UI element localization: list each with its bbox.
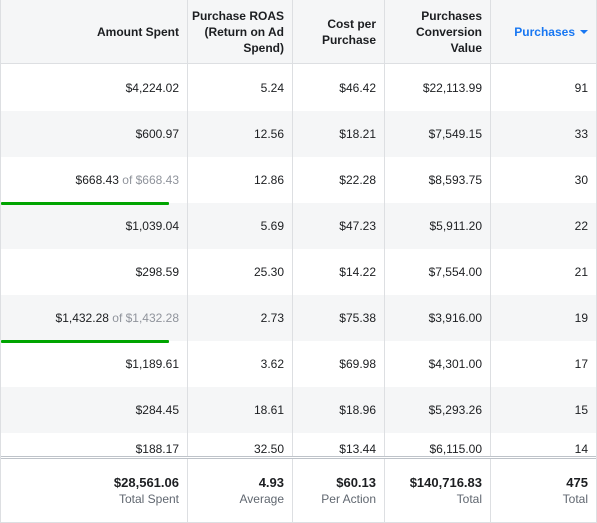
conversion-value-cell: $3,916.00 [385,295,491,341]
table-row[interactable]: $4,224.02 5.24 $46.42 $22,113.99 91 [1,64,596,111]
column-header-label: Purchases Conversion Value [415,8,482,55]
total-label: Total [562,492,588,506]
amount-spent-cell: $668.43 of $668.43 [1,157,188,205]
column-header-cost-per-purchase[interactable]: Cost per Purchase [293,0,385,63]
total-value: $60.13 [336,475,376,490]
table-header: Amount Spent Purchase ROAS (Return on Ad… [1,0,596,64]
conversion-value-cell: $7,554.00 [385,249,491,295]
spend-cap-progress: $668.43 of $668.43 [1,173,179,205]
column-header-label: Purchase ROAS (Return on Ad Spend) [191,8,284,55]
amount-spent-cell: $298.59 [1,249,188,295]
amount-spent-cell: $1,432.28 of $1,432.28 [1,295,188,343]
spend-progress-bar [1,340,169,343]
roas-cell: 5.69 [188,203,293,249]
amount-spent-cell: $188.17 [1,433,188,456]
conversion-value-cell: $7,549.15 [385,111,491,157]
cost-per-purchase-cell: $13.44 [293,433,385,456]
roas-cell: 5.24 [188,64,293,111]
column-header-amount-spent[interactable]: Amount Spent [1,0,188,63]
purchases-cell: 91 [574,80,588,95]
total-label: Per Action [321,492,376,506]
column-header-purchases[interactable]: Purchases [491,0,596,63]
conversion-value-cell: $5,293.26 [385,387,491,433]
table-row[interactable]: $1,039.04 5.69 $47.23 $5,911.20 22 [1,203,596,249]
table-body: $4,224.02 5.24 $46.42 $22,113.99 91 $600… [1,64,596,456]
conversion-value-cell: $5,911.20 [385,203,491,249]
cost-per-purchase-cell: $46.42 [293,64,385,111]
conversion-value-cell: $22,113.99 [385,64,491,111]
spend-limit-text: of $1,432.28 [112,311,179,325]
total-value: 475 [566,475,588,490]
purchases-cell: 33 [574,127,588,141]
total-amount-spent: $28,561.06 Total Spent [1,459,188,522]
column-header-label: Cost per Purchase [321,16,376,47]
total-label: Average [239,492,284,506]
roas-cell: 32.50 [188,433,293,456]
purchases-cell: 21 [574,265,588,279]
amount-spent-cell: $4,224.02 [1,64,188,111]
conversion-value-cell: $6,115.00 [385,433,491,456]
total-label: Total [456,492,482,506]
roas-cell: 25.30 [188,249,293,295]
cost-per-purchase-cell: $18.96 [293,387,385,433]
column-header-label: Amount Spent [97,24,179,39]
total-value: $140,716.83 [409,475,482,490]
table-row[interactable]: $668.43 of $668.43 12.86 $22.28 $8,593.7… [1,157,596,205]
cost-per-purchase-cell: $22.28 [293,157,385,203]
cost-per-purchase-cell: $18.21 [293,111,385,157]
spend-progress-bar [1,202,169,205]
purchases-cell: 14 [574,442,588,456]
amount-spent-cell: $1,189.61 [1,341,188,387]
conversion-value-cell: $4,301.00 [385,341,491,387]
amount-spent-cell: $1,039.04 [1,203,188,249]
amount-spent-cell: $600.97 [1,111,188,157]
purchases-cell: 19 [574,311,588,325]
totals-row: $28,561.06 Total Spent 4.93 Average $60.… [1,456,596,522]
amount-spent-value: $668.43 [75,173,119,187]
sort-descending-icon [580,29,588,34]
purchases-cell: 30 [574,173,588,187]
conversion-value-cell: $8,593.75 [385,157,491,203]
roas-cell: 12.86 [188,157,293,203]
column-header-label: Purchases [514,24,575,39]
spend-cap-progress: $1,432.28 of $1,432.28 [1,311,179,343]
roas-cell: 2.73 [188,295,293,341]
table-row[interactable]: $1,432.28 of $1,432.28 2.73 $75.38 $3,91… [1,295,596,343]
table-row[interactable]: $188.17 32.50 $13.44 $6,115.00 14 [1,433,596,456]
amount-spent-value: $1,432.28 [55,311,109,325]
total-value: $28,561.06 [113,475,179,490]
column-header-purchases-conversion-value[interactable]: Purchases Conversion Value [385,0,491,63]
table-row[interactable]: $1,189.61 3.62 $69.98 $4,301.00 17 [1,341,596,387]
column-header-purchase-roas[interactable]: Purchase ROAS (Return on Ad Spend) [188,0,293,63]
table-row[interactable]: $284.45 18.61 $18.96 $5,293.26 15 [1,387,596,433]
total-conversion-value: $140,716.83 Total [385,459,491,522]
cost-per-purchase-cell: $47.23 [293,203,385,249]
roas-cell: 12.56 [188,111,293,157]
total-label: Total Spent [118,492,179,506]
amount-spent-cell: $284.45 [1,387,188,433]
purchases-cell: 22 [574,219,588,233]
table-row[interactable]: $298.59 25.30 $14.22 $7,554.00 21 [1,249,596,295]
cost-per-purchase-cell: $14.22 [293,249,385,295]
roas-cell: 18.61 [188,387,293,433]
purchases-cell: 15 [574,403,588,417]
total-value: 4.93 [258,475,284,490]
purchases-cell: 17 [574,357,588,371]
cost-per-purchase-cell: $69.98 [293,341,385,387]
cost-per-purchase-cell: $75.38 [293,295,385,341]
total-purchases: 475 Total [491,459,596,522]
spend-limit-text: of $668.43 [122,173,179,187]
total-roas: 4.93 Average [188,459,293,522]
total-cost-per-purchase: $60.13 Per Action [293,459,385,522]
table-row[interactable]: $600.97 12.56 $18.21 $7,549.15 33 [1,111,596,157]
roas-cell: 3.62 [188,341,293,387]
